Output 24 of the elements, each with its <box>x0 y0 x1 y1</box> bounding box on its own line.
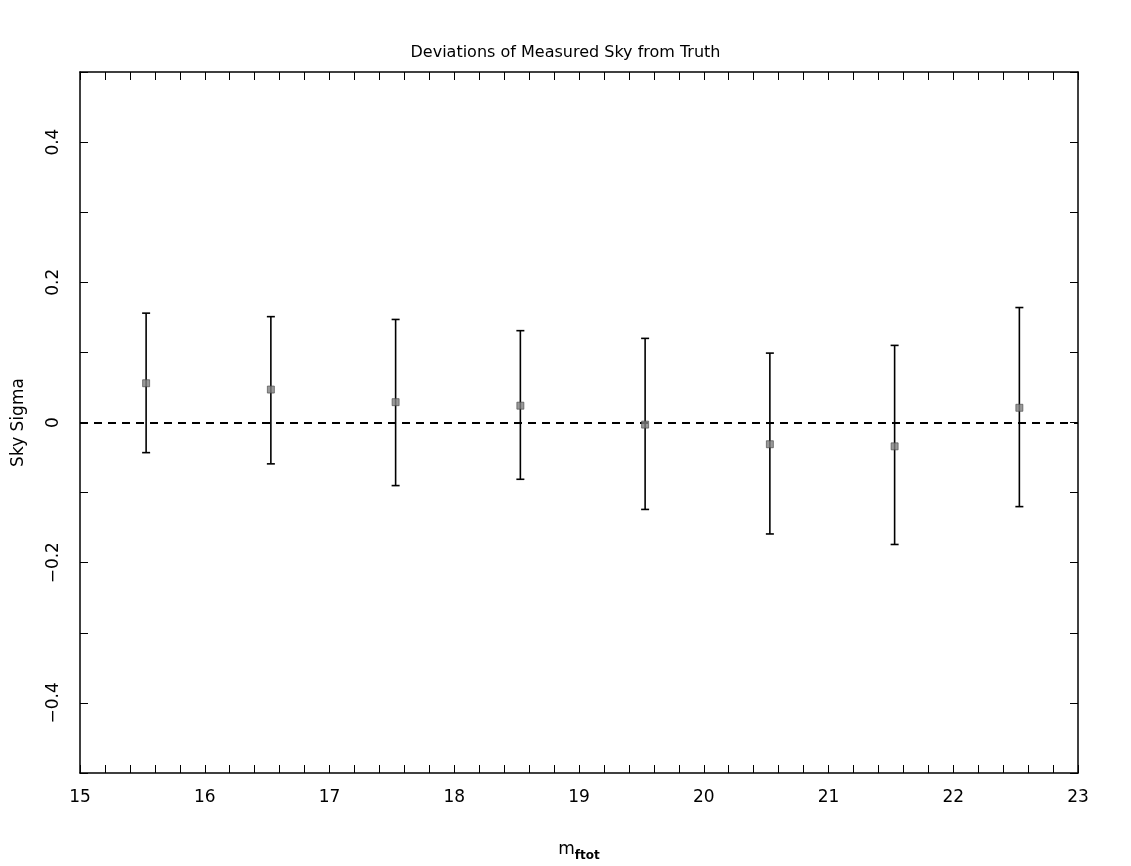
x-tick-label: 16 <box>193 785 216 806</box>
point <box>641 420 650 429</box>
x-tick-label: 17 <box>318 785 341 806</box>
y-tick-label: 0 <box>41 417 62 428</box>
x-tick-label: 22 <box>942 785 965 806</box>
y-tick-label: 0.4 <box>41 128 62 156</box>
x-tick-label: 20 <box>692 785 715 806</box>
x-tick-label: 21 <box>817 785 840 806</box>
y-axis-title: Sky Sigma <box>6 378 27 467</box>
point <box>890 442 899 451</box>
x-tick-label: 19 <box>568 785 590 806</box>
point <box>391 398 400 407</box>
y-tick-label: −0.2 <box>41 542 62 584</box>
point <box>142 379 151 388</box>
point <box>266 385 275 394</box>
chart-title: Deviations of Measured Sky from Truth <box>410 41 721 61</box>
point <box>1015 403 1024 412</box>
point <box>516 401 525 410</box>
y-tick-label: 0.2 <box>41 268 62 296</box>
x-tick-label: 23 <box>1067 785 1089 806</box>
point <box>765 440 774 449</box>
x-tick-label: 15 <box>69 785 91 806</box>
y-tick-label: −0.4 <box>41 682 62 724</box>
x-tick-label: 18 <box>443 785 466 806</box>
